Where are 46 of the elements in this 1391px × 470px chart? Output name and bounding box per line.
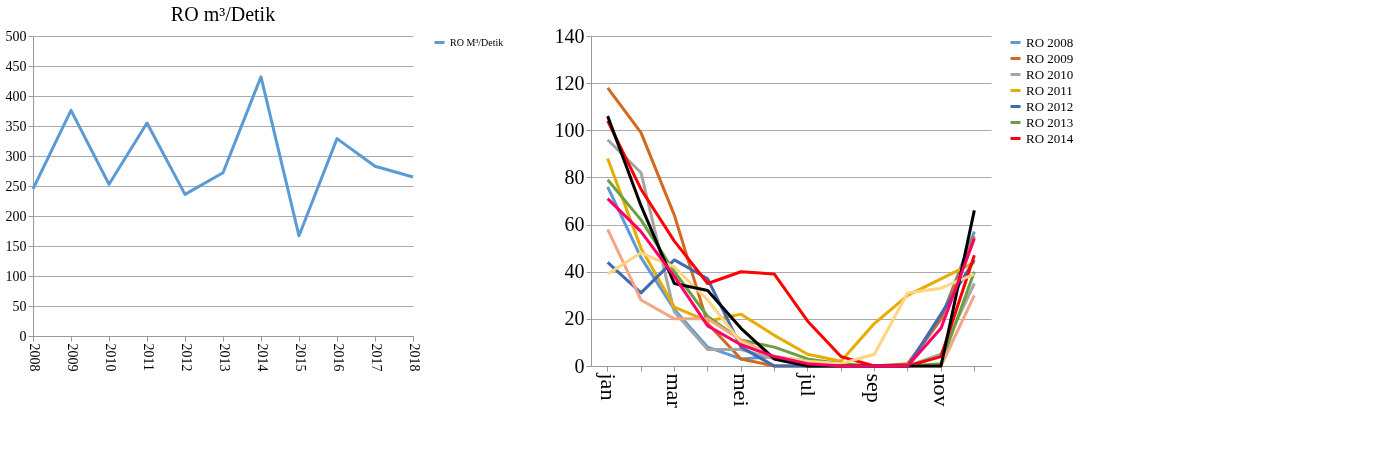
x-tick-label: 2017 (368, 343, 384, 372)
y-tick-label: 200 (5, 208, 27, 224)
x-tick-label: mei (729, 373, 754, 407)
x-tick-label: 2008 (26, 343, 42, 372)
x-tick-label: 2009 (64, 343, 80, 372)
x-tick-label: mar (662, 373, 688, 409)
y-tick-label: 20 (564, 307, 585, 330)
y-tick-label: 0 (574, 354, 585, 377)
x-tick-label: 2014 (254, 343, 270, 372)
x-tick-label: 2011 (140, 343, 156, 371)
line-series (31, 75, 415, 238)
x-tick-label: 2010 (102, 343, 118, 372)
y-tick-label: 0 (19, 328, 27, 344)
x-tick-label: 2016 (330, 343, 346, 372)
y-tick-label: 450 (5, 58, 27, 74)
legend-label: RO 2012 (1026, 98, 1074, 114)
chart-title: RO m³/Detik (170, 3, 276, 25)
y-tick-label: 150 (5, 238, 27, 254)
y-tick-label: 140 (554, 24, 585, 47)
legend-label: RO M³/Detik (450, 36, 504, 48)
legend-label: RO 2010 (1026, 66, 1074, 82)
y-tick-label: 300 (5, 148, 27, 164)
x-tick-label: 2015 (292, 343, 308, 372)
legend-label: RO 2008 (1026, 34, 1074, 50)
y-tick-label: 250 (5, 178, 27, 194)
y-tick-label: 50 (12, 298, 27, 314)
x-tick-label: jul (795, 372, 821, 397)
y-tick-label: 100 (5, 268, 27, 284)
x-tick-label: 2013 (216, 343, 232, 372)
legend-label: RO 2014 (1026, 130, 1074, 146)
x-tick-label: 2018 (406, 343, 422, 372)
y-tick-label: 120 (554, 71, 585, 94)
legend-label: RO 2009 (1026, 50, 1074, 66)
legend-label: RO 2011 (1026, 82, 1073, 98)
y-tick-label: 400 (5, 88, 27, 104)
x-tick-label: sep (862, 373, 888, 403)
x-tick-label: nov (929, 373, 954, 407)
y-tick-label: 350 (5, 118, 27, 134)
x-tick-label: jan (595, 372, 621, 401)
y-tick-label: 80 (564, 165, 585, 188)
y-tick-label: 40 (564, 260, 585, 283)
legend-label: RO 2013 (1026, 114, 1074, 130)
y-tick-label: 500 (5, 28, 27, 44)
y-tick-label: 60 (564, 213, 585, 236)
y-tick-label: 100 (554, 118, 585, 141)
x-tick-label: 2012 (178, 343, 194, 372)
